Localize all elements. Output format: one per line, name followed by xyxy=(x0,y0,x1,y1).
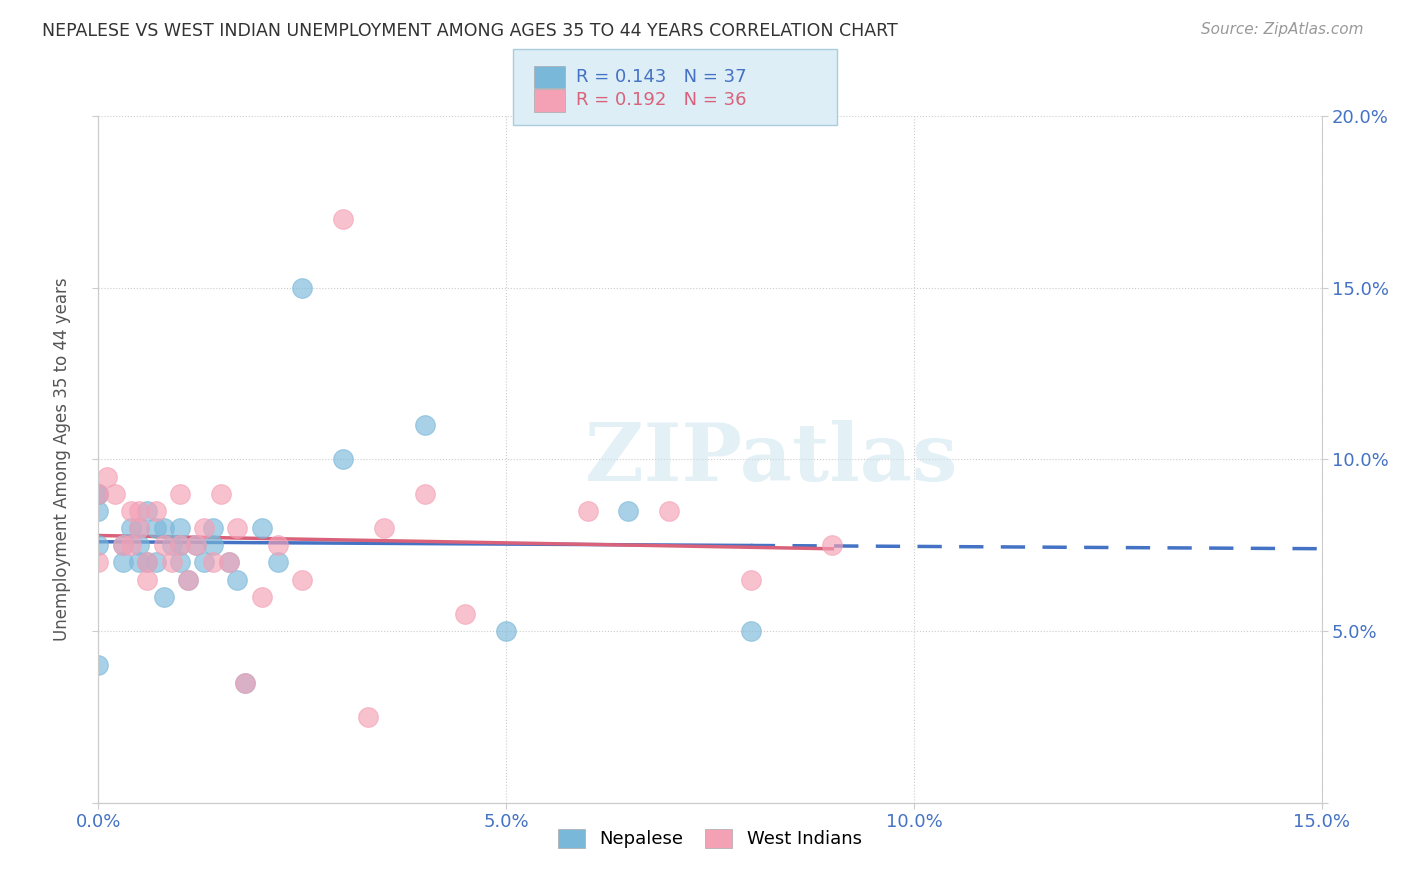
Point xyxy=(128,555,150,570)
Point xyxy=(169,521,191,535)
Point xyxy=(356,710,378,724)
Point xyxy=(193,521,215,535)
Point xyxy=(413,417,436,432)
Text: Source: ZipAtlas.com: Source: ZipAtlas.com xyxy=(1201,22,1364,37)
Point xyxy=(233,675,256,690)
Point xyxy=(136,573,159,587)
Text: ZIPatlas: ZIPatlas xyxy=(585,420,957,499)
Point xyxy=(96,469,118,483)
Legend: Nepalese, West Indians: Nepalese, West Indians xyxy=(551,822,869,855)
Point xyxy=(250,590,273,604)
Point xyxy=(233,675,256,690)
Point xyxy=(169,538,191,552)
Point xyxy=(454,607,477,621)
Point xyxy=(177,573,200,587)
Point xyxy=(201,555,224,570)
Point xyxy=(152,521,174,535)
Text: NEPALESE VS WEST INDIAN UNEMPLOYMENT AMONG AGES 35 TO 44 YEARS CORRELATION CHART: NEPALESE VS WEST INDIAN UNEMPLOYMENT AMO… xyxy=(42,22,898,40)
Point xyxy=(267,538,290,552)
Point xyxy=(87,538,110,552)
Point xyxy=(177,573,200,587)
Point xyxy=(373,521,395,535)
Point xyxy=(169,555,191,570)
Point xyxy=(120,521,142,535)
Point xyxy=(193,555,215,570)
Point xyxy=(218,555,240,570)
Point xyxy=(87,487,110,501)
Point xyxy=(136,504,159,518)
Point xyxy=(136,555,159,570)
Point xyxy=(128,504,150,518)
Point xyxy=(87,555,110,570)
Point xyxy=(145,521,167,535)
Point xyxy=(186,538,208,552)
Point xyxy=(145,504,167,518)
Point xyxy=(169,487,191,501)
Point xyxy=(332,452,354,467)
Point xyxy=(226,573,249,587)
Point xyxy=(145,555,167,570)
Point xyxy=(111,555,134,570)
Point xyxy=(104,487,127,501)
Point xyxy=(617,504,640,518)
Point xyxy=(495,624,517,639)
Point xyxy=(120,538,142,552)
Point xyxy=(169,538,191,552)
Point xyxy=(87,487,110,501)
Point xyxy=(136,555,159,570)
Point xyxy=(201,538,224,552)
Point xyxy=(413,487,436,501)
Point xyxy=(128,521,150,535)
Point xyxy=(152,590,174,604)
Point xyxy=(740,573,762,587)
Point xyxy=(87,504,110,518)
Point xyxy=(111,538,134,552)
Point xyxy=(291,281,314,295)
Point xyxy=(291,573,314,587)
Point xyxy=(186,538,208,552)
Point xyxy=(332,212,354,227)
Point xyxy=(128,521,150,535)
Point xyxy=(658,504,681,518)
Point xyxy=(226,521,249,535)
Point xyxy=(160,538,183,552)
Text: R = 0.192   N = 36: R = 0.192 N = 36 xyxy=(576,91,747,110)
Point xyxy=(740,624,762,639)
Point xyxy=(152,538,174,552)
Point xyxy=(218,555,240,570)
Point xyxy=(111,538,134,552)
Point xyxy=(267,555,290,570)
Point xyxy=(576,504,599,518)
Y-axis label: Unemployment Among Ages 35 to 44 years: Unemployment Among Ages 35 to 44 years xyxy=(53,277,72,641)
Point xyxy=(128,538,150,552)
Point xyxy=(209,487,232,501)
Point xyxy=(201,521,224,535)
Point xyxy=(87,487,110,501)
Text: R = 0.143   N = 37: R = 0.143 N = 37 xyxy=(576,68,747,87)
Point xyxy=(821,538,844,552)
Point xyxy=(250,521,273,535)
Point xyxy=(87,658,110,673)
Point xyxy=(120,504,142,518)
Point xyxy=(160,555,183,570)
